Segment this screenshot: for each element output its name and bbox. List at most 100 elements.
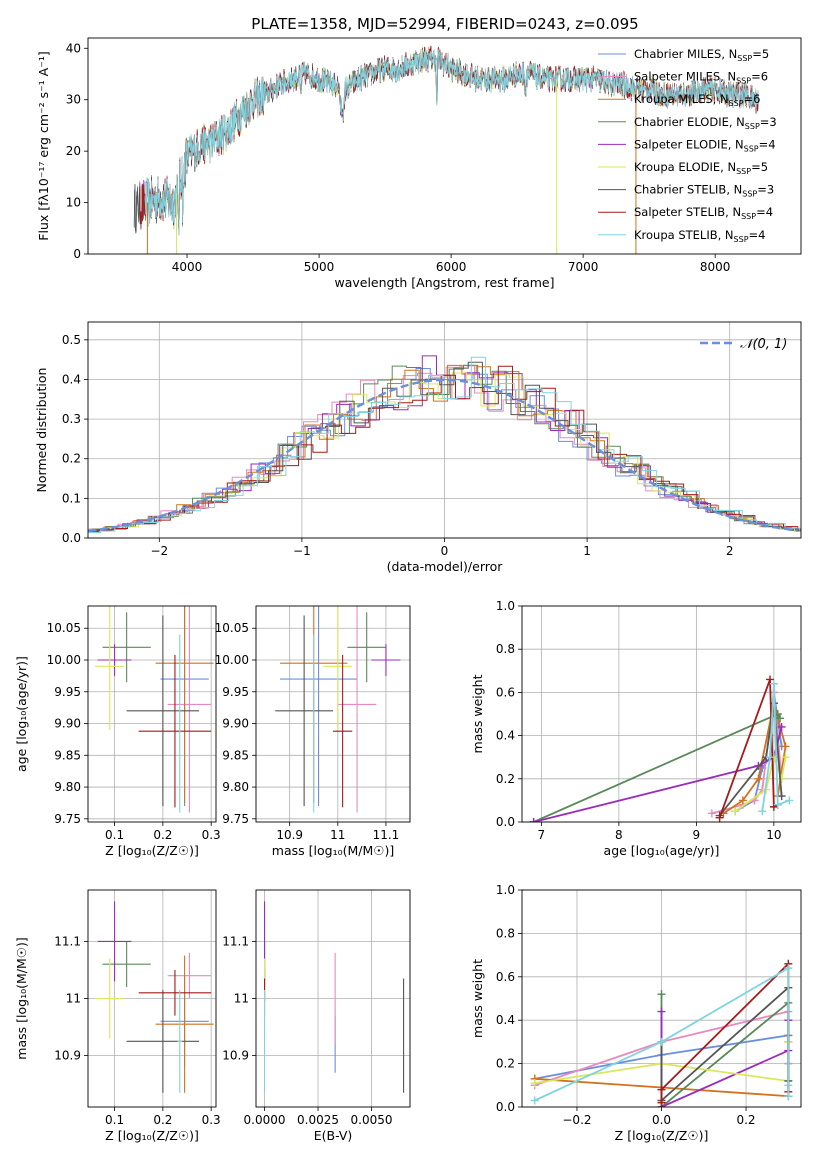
x-tick-label: 0.1 — [105, 1113, 124, 1127]
y-tick-label: 0.3 — [62, 412, 81, 426]
x-tick-label: 10 — [766, 828, 781, 842]
histogram-chabrier-stelib — [88, 361, 801, 533]
weight-line-salpeter-stelib — [660, 961, 790, 1103]
histogram-chabrier-elodie — [88, 364, 801, 532]
plot-frame — [87, 321, 802, 539]
y-tick-label: 9.80 — [222, 780, 249, 794]
weight-point — [784, 1081, 793, 1090]
weight-point — [758, 807, 767, 816]
errorbar-chabrier-miles — [280, 606, 358, 807]
weight-point — [754, 774, 763, 783]
y-tick-label: 11 — [234, 992, 249, 1006]
legend-label: Salpeter ELODIE, NSSP=4 — [634, 137, 776, 153]
plot-frame — [255, 605, 411, 823]
weight-point — [776, 714, 785, 723]
x-tick-label: 8 — [615, 828, 623, 842]
weight-point — [707, 809, 716, 818]
errorbar-chabrier-stelib — [126, 615, 200, 807]
plot-frame — [87, 889, 217, 1108]
y-tick-label: 0.0 — [496, 815, 515, 829]
plot-area — [264, 901, 405, 1093]
y-tick-label: 0.4 — [496, 1013, 515, 1027]
weight-point — [777, 722, 786, 731]
x-tick-label: 0.2 — [153, 1113, 172, 1127]
plot-frame — [255, 889, 411, 1108]
y-tick-label: 11 — [66, 992, 81, 1006]
weight-point — [777, 792, 786, 801]
errorbar-kroupa-elodie — [323, 606, 353, 730]
errorbar-chabrier-elodie — [102, 612, 151, 683]
chart-age-vs-Z: 0.1 0.2 0.3 9.75 9.80 9.85 9.90 9.95 10.00 10.05 Z… — [14, 605, 221, 858]
y-axis-label: mass weight — [470, 674, 485, 753]
weight-point — [766, 753, 774, 762]
plot-area — [133, 45, 759, 254]
weight-point — [657, 990, 666, 999]
weight-point — [657, 1085, 666, 1094]
errorbar-kroupa-elodie — [95, 606, 125, 730]
y-tick-label: 9.75 — [222, 812, 249, 826]
plot-frame — [521, 889, 802, 1108]
x-tick-label: 0 — [441, 544, 449, 558]
x-tick-label: 8000 — [700, 260, 731, 274]
weight-point — [784, 1092, 793, 1101]
y-tick-label: 30 — [66, 93, 81, 107]
errorbar-chabrier-stelib — [275, 615, 333, 807]
y-tick-label: 9.75 — [54, 812, 81, 826]
x-tick-label: 11 — [330, 828, 345, 842]
chart-age-vs-mass: 10.9 11 11.1 9.75 9.80 9.85 9.90 9.95 10.00 10.05… — [215, 605, 411, 858]
legend-label: Chabrier ELODIE, NSSP=3 — [634, 115, 777, 131]
errorbar-kroupa-stelib — [177, 634, 183, 813]
x-tick-label: 11.1 — [373, 828, 400, 842]
errorbar-kroupa-miles — [155, 955, 214, 1093]
legend-label: Chabrier MILES, NSSP=5 — [634, 47, 769, 63]
y-tick-label: 9.85 — [222, 748, 249, 762]
weight-point — [773, 800, 782, 809]
legend-label: Salpeter MILES, NSSP=6 — [634, 70, 768, 86]
weight-point — [657, 1007, 666, 1016]
x-tick-label: 4000 — [172, 260, 203, 274]
y-tick-label: 0.1 — [62, 491, 81, 505]
x-tick-label: 10.9 — [276, 828, 303, 842]
errorbar-chabrier-stelib — [126, 989, 200, 1093]
legend: Chabrier MILES, NSSP=5 Salpeter MILES, NS… — [598, 47, 777, 244]
x-tick-label: 0.2 — [153, 828, 172, 842]
x-tick-label: 7 — [538, 828, 546, 842]
x-tick-label: 0.1 — [105, 828, 124, 842]
plot-area — [95, 901, 214, 1093]
x-tick-label: −0.2 — [562, 1113, 591, 1127]
y-axis-label: age [log₁₀(age/yr)] — [14, 656, 29, 772]
legend-label: Kroupa ELODIE, NSSP=5 — [634, 160, 768, 176]
y-tick-label: 9.95 — [54, 685, 81, 699]
legend-label: Chabrier STELIB, NSSP=3 — [634, 183, 774, 199]
weight-point — [766, 675, 774, 684]
x-axis-label: mass [log₁₀(M/M☉)] — [272, 843, 394, 858]
weight-point — [769, 679, 778, 688]
x-tick-label: 7000 — [568, 260, 599, 274]
errorbar-salpeter-stelib — [138, 969, 212, 1016]
legend-label: 𝒩(0, 1) — [740, 337, 787, 352]
x-axis-label: (data-model)/error — [387, 559, 504, 574]
weight-point — [781, 753, 790, 762]
plot-frame — [87, 37, 802, 255]
x-tick-label: 1 — [583, 544, 591, 558]
normal-curve — [88, 378, 799, 533]
errorbar-salpeter-miles — [337, 606, 377, 813]
x-axis-label: Z [log₁₀(Z/Z☉)] — [615, 1128, 709, 1143]
weight-point — [530, 1079, 539, 1088]
x-tick-label: 9 — [693, 828, 701, 842]
y-tick-label: 0.0 — [496, 1100, 515, 1114]
legend-label: Kroupa STELIB, NSSP=4 — [634, 228, 765, 244]
weight-point — [738, 796, 747, 805]
weight-point — [657, 1037, 666, 1046]
x-tick-label: 2 — [726, 544, 734, 558]
y-tick-label: 0.2 — [496, 1057, 515, 1071]
y-tick-label: 11.1 — [54, 934, 81, 948]
errorbar-kroupa-miles — [155, 606, 214, 803]
errorbar-kroupa-stelib — [177, 989, 183, 1093]
plot-area — [95, 606, 214, 813]
legend-label: Salpeter STELIB, NSSP=4 — [634, 205, 773, 221]
y-tick-label: 40 — [66, 41, 81, 55]
x-tick-label: −1 — [293, 544, 311, 558]
y-tick-label: 0.2 — [496, 772, 515, 786]
y-tick-label: 10.00 — [215, 653, 249, 667]
